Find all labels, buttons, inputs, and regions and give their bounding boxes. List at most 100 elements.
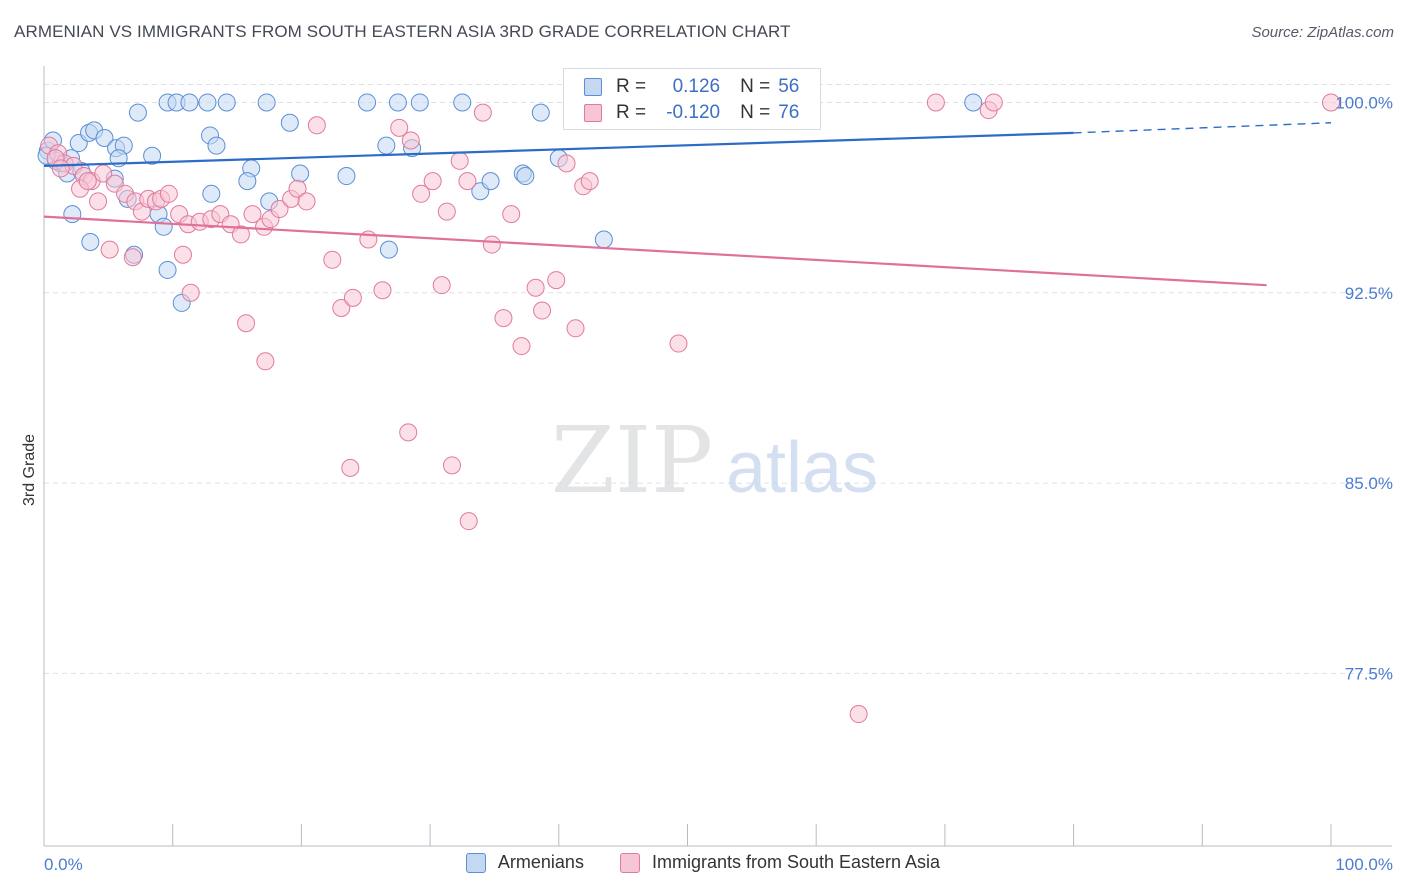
data-point-armenians xyxy=(453,93,472,112)
legend-item-sea-immigrants[interactable]: Immigrants from South Eastern Asia xyxy=(619,852,941,873)
data-point-sea-immigrants xyxy=(343,288,362,307)
data-point-sea-immigrants xyxy=(297,192,316,211)
legend-swatch-blue xyxy=(465,852,486,873)
chart-title: ARMENIAN VS IMMIGRANTS FROM SOUTH EASTER… xyxy=(14,22,791,41)
data-point-armenians xyxy=(143,146,162,165)
axes xyxy=(43,66,1392,847)
data-point-sea-immigrants xyxy=(123,248,142,267)
data-point-sea-immigrants xyxy=(473,103,492,122)
legend-label-sea-immigrants: Immigrants from South Eastern Asia xyxy=(651,852,941,872)
trend-line-sea-immigrants xyxy=(43,215,1267,287)
data-point-armenians xyxy=(531,103,550,122)
data-point-armenians xyxy=(377,136,396,155)
data-point-sea-immigrants xyxy=(307,116,326,135)
legend-r-value: -0.120 xyxy=(666,102,721,123)
data-point-sea-immigrants xyxy=(332,299,351,318)
data-point-sea-immigrants xyxy=(547,271,566,290)
data-point-sea-immigrants xyxy=(437,202,456,221)
legend-swatch-pink xyxy=(584,104,602,122)
data-point-armenians xyxy=(337,167,356,186)
data-point-sea-immigrants xyxy=(100,240,119,259)
trend-line-armenians xyxy=(43,131,1074,167)
data-point-sea-immigrants xyxy=(159,184,178,203)
legend-swatch-blue xyxy=(584,78,602,96)
data-point-sea-immigrants xyxy=(401,131,420,150)
legend-n-value: 56 xyxy=(778,76,800,97)
data-point-sea-immigrants xyxy=(458,172,477,191)
data-point-sea-immigrants xyxy=(450,151,469,170)
data-point-armenians xyxy=(594,230,613,249)
data-point-armenians xyxy=(481,172,500,191)
stats-legend: R = 0.126 N = 56 R = -0.120 N = 76 xyxy=(563,68,821,130)
data-point-sea-immigrants xyxy=(669,334,688,353)
data-point-sea-immigrants xyxy=(423,172,442,191)
data-point-sea-immigrants xyxy=(288,179,307,198)
data-point-sea-immigrants xyxy=(849,705,868,724)
legend-item-armenians[interactable]: Armenians xyxy=(465,852,584,873)
trend-line-armenians-extrapolated xyxy=(1073,122,1332,134)
data-point-armenians xyxy=(202,184,221,203)
data-point-sea-immigrants xyxy=(231,225,250,244)
data-point-armenians xyxy=(63,205,82,224)
data-point-sea-immigrants xyxy=(89,192,108,211)
data-point-armenians xyxy=(217,93,236,112)
data-point-armenians xyxy=(158,260,177,279)
watermark-atlas: atlas xyxy=(726,428,878,508)
data-point-sea-immigrants xyxy=(926,93,945,112)
y-tick-label: 100.0% xyxy=(1335,93,1393,112)
data-point-armenians xyxy=(280,113,299,132)
data-point-sea-immigrants xyxy=(373,281,392,300)
data-point-sea-immigrants xyxy=(459,512,478,531)
data-point-sea-immigrants xyxy=(526,278,545,297)
data-point-armenians xyxy=(128,103,147,122)
y-tick-label: 77.5% xyxy=(1345,664,1393,683)
legend-row-armenians: R = 0.126 N = 56 xyxy=(584,75,799,99)
data-point-armenians xyxy=(291,164,310,183)
data-point-armenians xyxy=(207,136,226,155)
data-point-sea-immigrants xyxy=(341,458,360,477)
data-point-armenians xyxy=(81,233,100,252)
source-credit: Source: ZipAtlas.com xyxy=(1251,24,1394,41)
data-point-armenians xyxy=(358,93,377,112)
data-point-sea-immigrants xyxy=(494,309,513,328)
data-point-sea-immigrants xyxy=(984,93,1003,112)
series-legend: Armenians Immigrants from South Eastern … xyxy=(0,852,1406,873)
data-point-sea-immigrants xyxy=(502,205,521,224)
data-point-sea-immigrants xyxy=(237,314,256,333)
watermark-zip: ZIP xyxy=(551,407,713,514)
data-point-sea-immigrants xyxy=(442,456,461,475)
legend-r-label: R = xyxy=(616,102,647,123)
data-point-armenians xyxy=(964,93,983,112)
data-point-sea-immigrants xyxy=(78,172,97,191)
legend-n-value: 76 xyxy=(778,102,800,123)
legend-r-label: R = xyxy=(616,76,647,97)
legend-n-label: N = xyxy=(740,102,771,123)
x-tick-label: 0.0% xyxy=(44,855,83,874)
data-point-armenians xyxy=(154,217,173,236)
data-point-armenians xyxy=(238,172,257,191)
series-armenians xyxy=(37,93,983,312)
data-point-sea-immigrants xyxy=(270,200,289,219)
data-point-armenians xyxy=(257,93,276,112)
data-point-sea-immigrants xyxy=(557,154,576,173)
data-point-armenians xyxy=(516,167,535,186)
y-tick-label: 85.0% xyxy=(1345,474,1393,493)
legend-swatch-pink xyxy=(619,852,640,873)
data-point-armenians xyxy=(379,240,398,259)
data-point-sea-immigrants xyxy=(1322,93,1340,112)
data-point-armenians xyxy=(198,93,217,112)
tick-labels: 100.0% 92.5% 85.0% 77.5% 0.0% 100.0% xyxy=(44,93,1393,874)
data-point-sea-immigrants xyxy=(533,301,552,320)
series-sea-immigrants xyxy=(40,93,1340,724)
y-tick-label: 92.5% xyxy=(1345,284,1393,303)
data-point-sea-immigrants xyxy=(482,235,501,254)
trend-lines xyxy=(43,122,1332,287)
legend-n-label: N = xyxy=(740,76,771,97)
data-point-sea-immigrants xyxy=(51,159,70,178)
legend-r-value: 0.126 xyxy=(672,76,721,97)
data-point-sea-immigrants xyxy=(399,423,418,442)
data-point-sea-immigrants xyxy=(580,172,599,191)
data-point-sea-immigrants xyxy=(432,276,451,295)
data-point-armenians xyxy=(410,93,429,112)
